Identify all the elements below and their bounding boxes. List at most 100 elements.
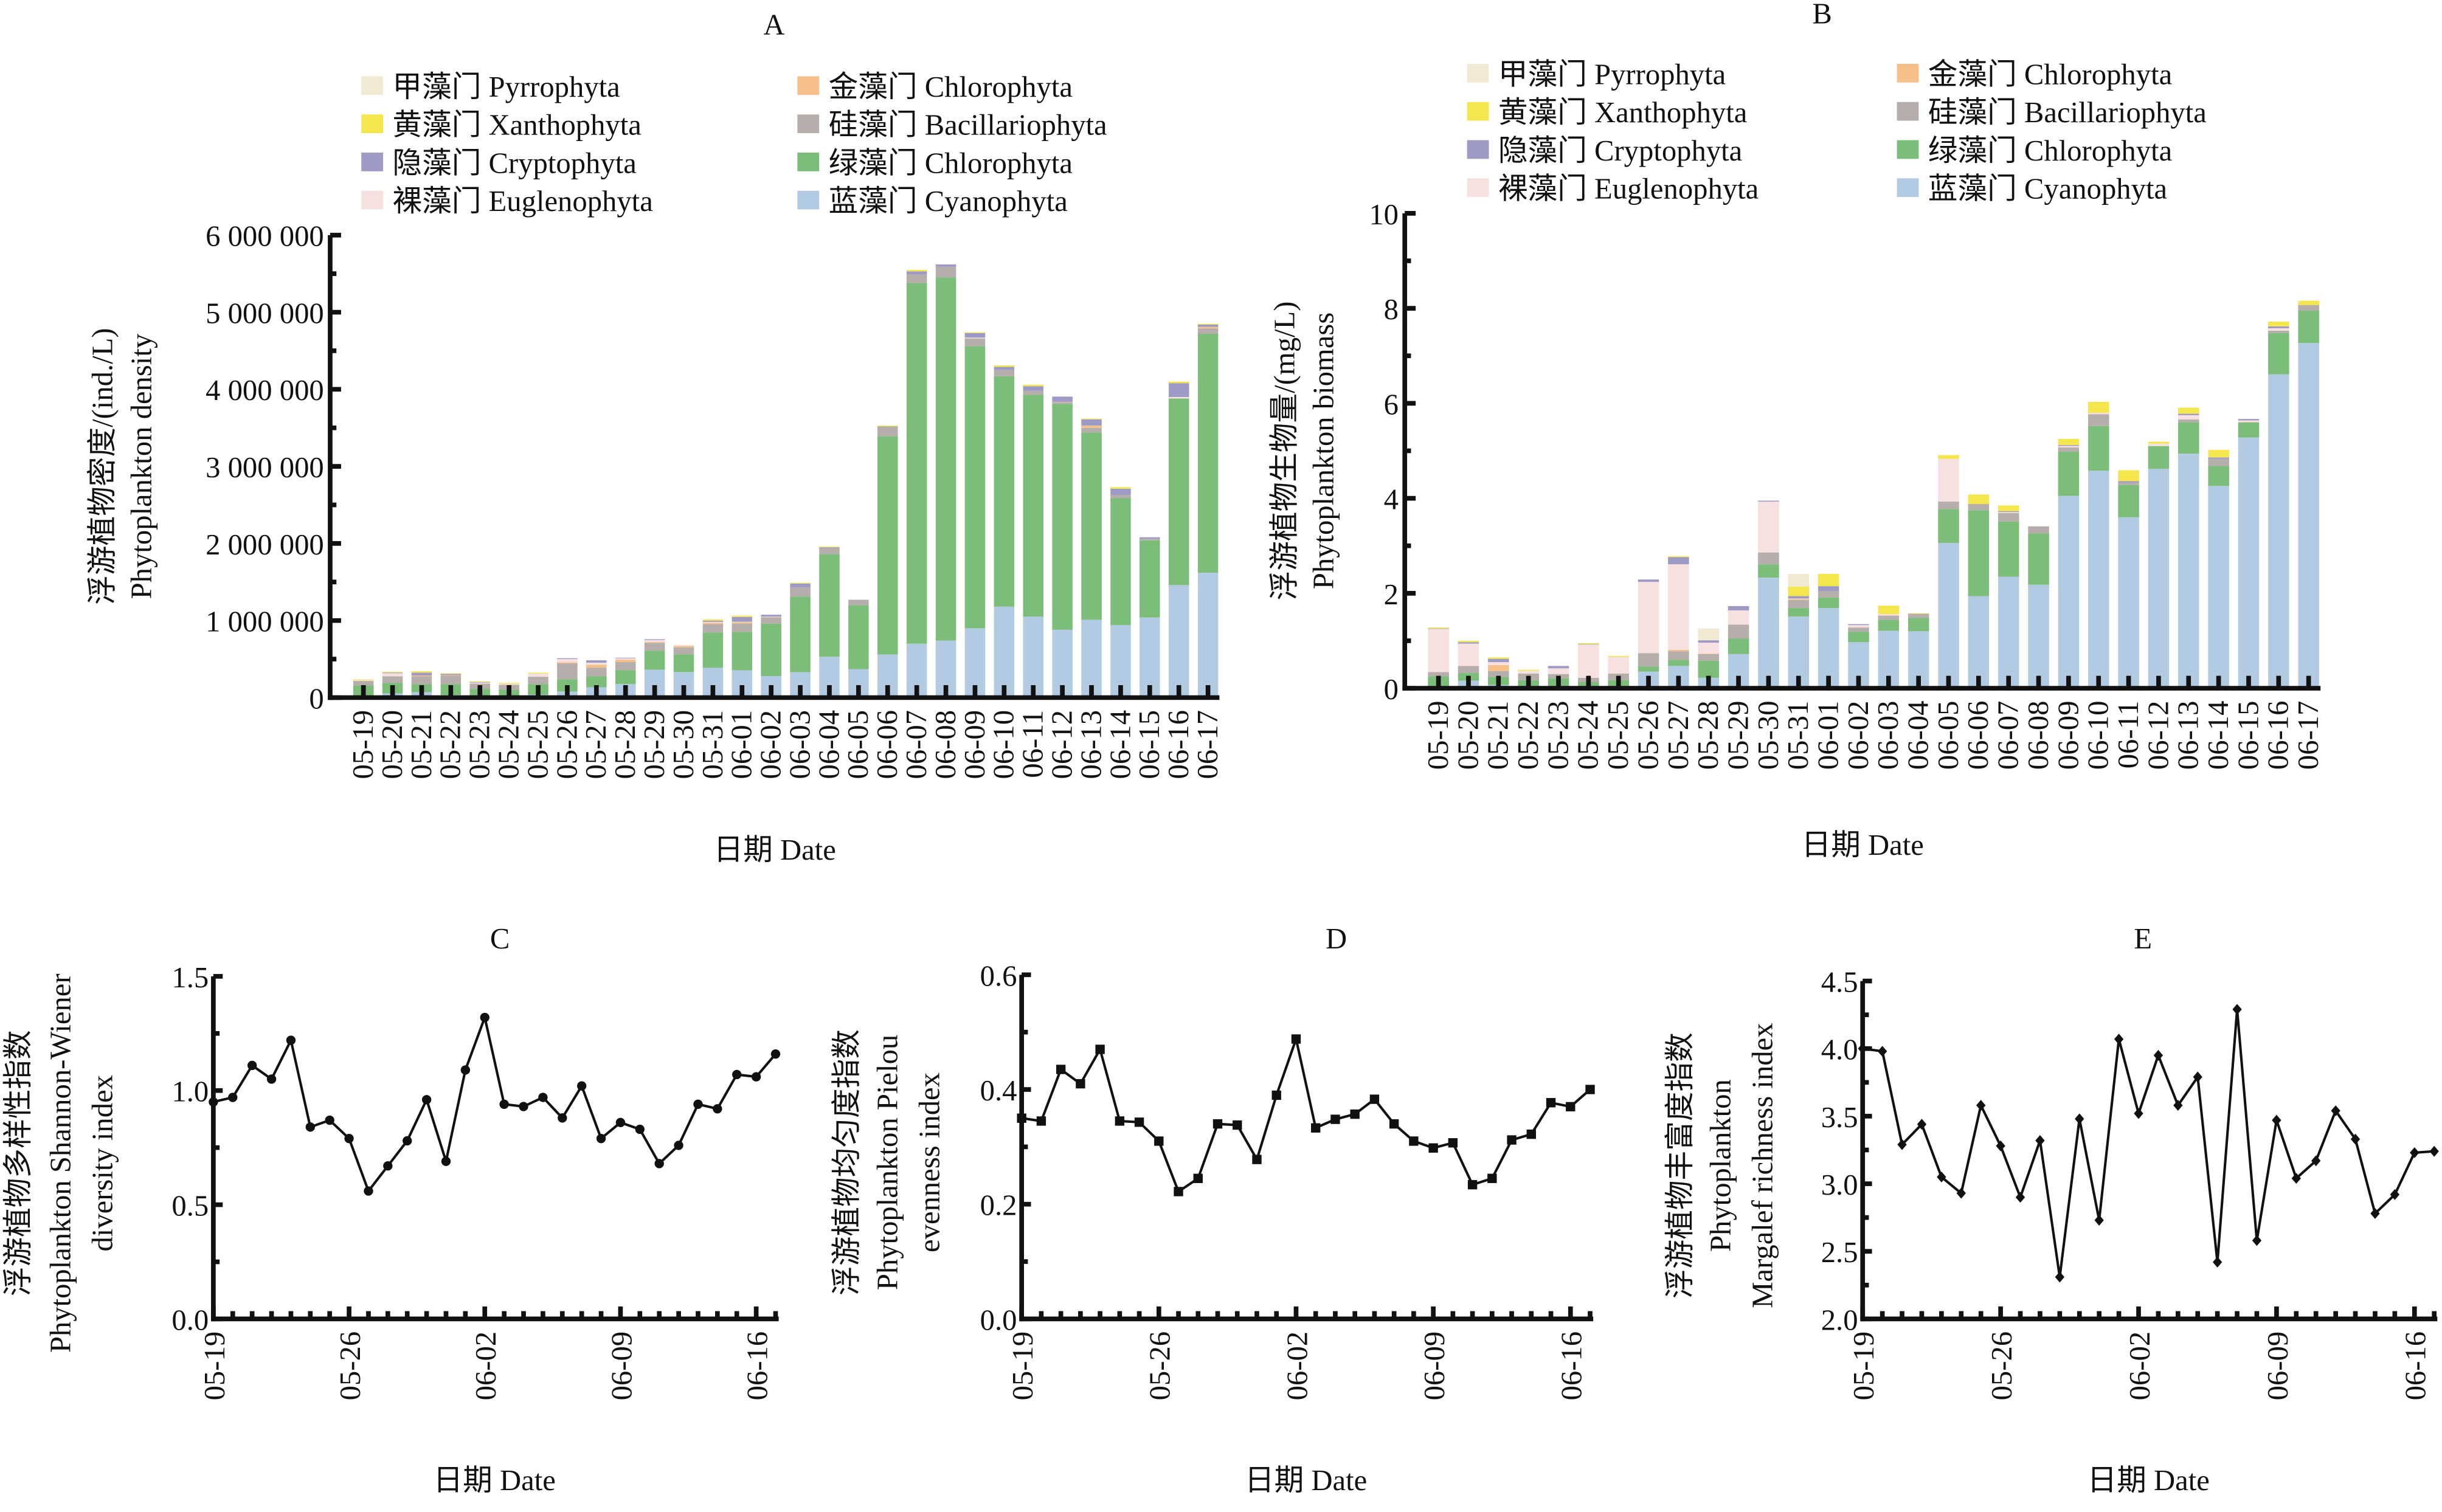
bar-segment-chrysophyta: [1197, 326, 1219, 329]
bar-segment-xanthophyta: [702, 620, 724, 621]
bar-segment-cryptophyta: [1758, 500, 1779, 502]
data-point-marker: [1291, 1034, 1301, 1044]
bar-segment-chrysophyta: [761, 616, 781, 618]
data-point-marker: [1017, 1113, 1026, 1123]
data-point-marker: [1585, 1085, 1595, 1094]
data-point-marker: [344, 1133, 354, 1144]
bar-segment-euglenophyta: [1938, 458, 1959, 502]
bar-segment-xanthophyta: [1968, 494, 1990, 504]
x-tick-label: 06-16: [2262, 701, 2295, 770]
x-tick-label: 06-06: [871, 710, 904, 779]
bar-segment-bacillariophyta: [819, 548, 840, 554]
bar-segment-chrysophyta: [732, 622, 753, 624]
data-point-marker: [1877, 1046, 1887, 1057]
cryptophyta-swatch-icon: [361, 153, 384, 171]
bar-segment-chlorophyta: [1668, 660, 1689, 666]
bar-segment-cryptophyta: [1458, 642, 1479, 644]
bar-segment-xanthophyta: [1110, 487, 1131, 489]
bar-segment-bacillariophyta: [1968, 503, 1990, 511]
bar-segment-cryptophyta: [557, 658, 578, 660]
data-point-marker: [1996, 1140, 2005, 1151]
y-axis-title-en-line1: Phytoplankton Pielou: [871, 1035, 904, 1290]
data-point-marker: [325, 1115, 334, 1125]
x-tick-label: 05-19: [1422, 701, 1454, 770]
bar-segment-cryptophyta: [790, 583, 811, 588]
x-tick-label: 06-04: [1902, 701, 1935, 770]
bar-segment-bacillariophyta: [644, 643, 665, 651]
bar-segment-cryptophyta: [1168, 383, 1189, 397]
bar-segment-chrysophyta: [644, 642, 665, 643]
data-point-marker: [519, 1102, 528, 1111]
bar-segment-cryptophyta: [1023, 386, 1044, 391]
bar-segment-chlorophyta: [1938, 509, 1959, 544]
bar-stack-05-24: [1578, 643, 1599, 689]
x-axis-title: 日期 Date: [714, 834, 836, 866]
x-tick-label: 06-02: [755, 710, 787, 779]
y-tick-label: 4.0: [1821, 1034, 1858, 1066]
data-point-marker: [1095, 1044, 1105, 1054]
y-axis-title-cn: 浮游植物均匀度指数: [831, 1029, 863, 1296]
bar-segment-euglenophyta: [586, 663, 607, 665]
bar-stack-06-03: [790, 582, 811, 698]
x-tick-label: 05-26: [334, 1331, 367, 1401]
chrysophyta-swatch-icon: [797, 76, 820, 95]
bar-segment-cryptophyta: [2208, 457, 2229, 459]
bar-segment-euglenophyta: [2058, 446, 2080, 448]
bar-segment-cyanophyta: [2028, 584, 2049, 689]
x-tick-label: 06-15: [2232, 701, 2264, 770]
bar-segment-euglenophyta: [1998, 512, 2019, 513]
bar-segment-bacillariophyta: [1908, 613, 1929, 618]
bar-segment-chlorophyta: [1081, 432, 1102, 620]
bar-stack-06-08: [2028, 526, 2049, 689]
x-axis-title: 日期 Date: [1802, 829, 1924, 861]
data-point-marker: [2055, 1271, 2065, 1283]
x-tick-label: 06-13: [1074, 710, 1107, 779]
bar-segment-euglenophyta: [382, 673, 403, 677]
data-point-marker: [2429, 1145, 2439, 1157]
bar-segment-xanthophyta: [440, 673, 462, 674]
bar-stack-06-02: [1848, 624, 1869, 689]
bar-stack-05-26: [1638, 579, 1659, 689]
bar-segment-cyanophyta: [1081, 620, 1102, 698]
bar-segment-cryptophyta: [1818, 586, 1839, 591]
data-point-marker: [1330, 1114, 1340, 1124]
data-point-marker: [286, 1035, 296, 1045]
legend-label: 硅藻门 Bacillariophyta: [829, 109, 1107, 142]
bar-segment-cyanophyta: [1818, 608, 1839, 689]
x-tick-label: 06-10: [2082, 701, 2115, 770]
bar-segment-euglenophyta: [964, 337, 986, 339]
x-tick-label: 05-28: [609, 710, 642, 779]
x-tick-label: 06-09: [2261, 1331, 2294, 1401]
bar-segment-xanthophyta: [732, 615, 753, 617]
bar-stack-06-07: [906, 269, 927, 698]
x-tick-label: 05-24: [1572, 701, 1605, 770]
bar-segment-chlorophyta: [2058, 452, 2080, 496]
bar-segment-cryptophyta: [761, 615, 781, 617]
bar-segment-bacillariophyta: [528, 677, 548, 685]
y-tick-label: 3 000 000: [206, 451, 324, 484]
bar-segment-cryptophyta: [1998, 511, 2019, 513]
bar-segment-cryptophyta: [1052, 396, 1073, 402]
bar-segment-cyanophyta: [2087, 471, 2109, 689]
bar-segment-xanthophyta: [1998, 505, 2019, 511]
bar-segment-chrysophyta: [586, 665, 607, 668]
bar-segment-cryptophyta: [1548, 666, 1569, 669]
x-tick-label: 05-19: [1006, 1331, 1039, 1401]
x-axis-title: 日期 Date: [1245, 1464, 1367, 1497]
legend-item-chlorophyta: 绿藻门 Chlorophyta: [797, 147, 1073, 179]
bar-segment-chlorophyta: [964, 346, 986, 629]
bar-segment-euglenophyta: [1758, 502, 1779, 553]
x-tick-label: 05-26: [550, 710, 583, 779]
bar-segment-xanthophyta: [1668, 556, 1689, 558]
legend-item-bacillariophyta: 硅藻门 Bacillariophyta: [797, 109, 1107, 142]
bar-segment-cyanophyta: [1140, 617, 1160, 698]
bar-segment-euglenophyta: [1608, 657, 1629, 674]
bar-segment-bacillariophyta: [557, 663, 578, 680]
x-tick-label: 06-17: [1191, 710, 1224, 779]
bar-stack-06-16: [1168, 381, 1189, 698]
bar-segment-xanthophyta: [790, 582, 811, 584]
bar-segment-cryptophyta: [1110, 488, 1131, 495]
data-point-marker: [1917, 1119, 1927, 1130]
legend-item-cyanophyta: 蓝藻门 Cyanophyta: [1897, 173, 2167, 205]
x-tick-label: 06-05: [842, 710, 874, 779]
